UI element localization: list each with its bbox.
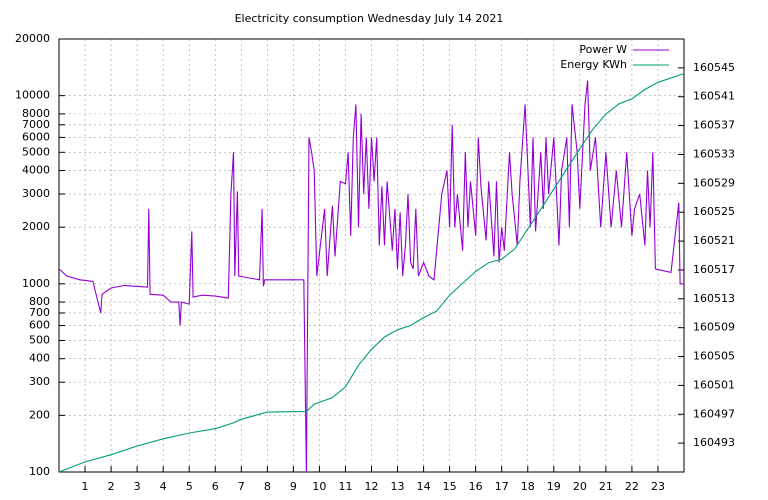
y2-tick-label: 160493 — [693, 436, 735, 449]
y-tick-label: 6000 — [22, 130, 50, 143]
x-tick-label: 9 — [290, 480, 297, 493]
x-tick-label: 16 — [469, 480, 483, 493]
x-tick-label: 23 — [651, 480, 665, 493]
y-tick-label: 100 — [29, 465, 50, 478]
x-tick-label: 8 — [264, 480, 271, 493]
y2-tick-label: 160509 — [693, 321, 735, 334]
y-tick-label: 800 — [29, 295, 50, 308]
x-tick-label: 14 — [417, 480, 431, 493]
x-tick-label: 10 — [312, 480, 326, 493]
x-tick-label: 22 — [625, 480, 639, 493]
x-tick-label: 12 — [365, 480, 379, 493]
y-tick-label: 700 — [29, 306, 50, 319]
y2-tick-label: 160501 — [693, 378, 735, 391]
x-tick-label: 21 — [599, 480, 613, 493]
series-line — [58, 73, 685, 473]
legend-label: Energy KWh — [560, 58, 627, 71]
x-tick-label: 1 — [82, 480, 89, 493]
x-tick-label: 20 — [573, 480, 587, 493]
y-tick-label: 1000 — [22, 277, 50, 290]
x-tick-label: 4 — [160, 480, 167, 493]
y-tick-label: 600 — [29, 319, 50, 332]
chart-title: Electricity consumption Wednesday July 1… — [235, 12, 504, 25]
x-tick-label: 11 — [338, 480, 352, 493]
y-tick-label: 2000 — [22, 220, 50, 233]
legend-label: Power W — [579, 43, 627, 56]
y-tick-label: 500 — [29, 333, 50, 346]
y2-tick-label: 160525 — [693, 205, 735, 218]
x-tick-label: 6 — [212, 480, 219, 493]
y2-tick-label: 160521 — [693, 234, 735, 247]
y-tick-label: 7000 — [22, 118, 50, 131]
y-tick-label: 3000 — [22, 187, 50, 200]
y-tick-label: 20000 — [15, 32, 50, 45]
y-tick-label: 4000 — [22, 164, 50, 177]
y-tick-label: 8000 — [22, 107, 50, 120]
x-tick-label: 15 — [443, 480, 457, 493]
x-tick-label: 3 — [134, 480, 141, 493]
y2-tick-label: 160497 — [693, 407, 735, 420]
y-tick-label: 300 — [29, 375, 50, 388]
x-tick-label: 17 — [495, 480, 509, 493]
y2-tick-label: 160533 — [693, 147, 735, 160]
x-tick-label: 13 — [391, 480, 405, 493]
x-tick-label: 7 — [238, 480, 245, 493]
y-tick-label: 200 — [29, 408, 50, 421]
x-tick-label: 5 — [186, 480, 193, 493]
y2-tick-label: 160517 — [693, 263, 735, 276]
y2-tick-label: 160513 — [693, 292, 735, 305]
series-line — [58, 80, 684, 473]
y2-tick-label: 160541 — [693, 90, 735, 103]
x-tick-label: 19 — [547, 480, 561, 493]
y-tick-label: 400 — [29, 352, 50, 365]
x-tick-label: 18 — [521, 480, 535, 493]
y2-tick-label: 160537 — [693, 119, 735, 132]
y-tick-label: 5000 — [22, 145, 50, 158]
x-tick-label: 2 — [108, 480, 115, 493]
y-tick-label: 10000 — [15, 89, 50, 102]
y2-tick-label: 160529 — [693, 176, 735, 189]
y2-tick-label: 160505 — [693, 350, 735, 363]
y2-tick-label: 160545 — [693, 61, 735, 74]
plot-border — [58, 38, 685, 473]
